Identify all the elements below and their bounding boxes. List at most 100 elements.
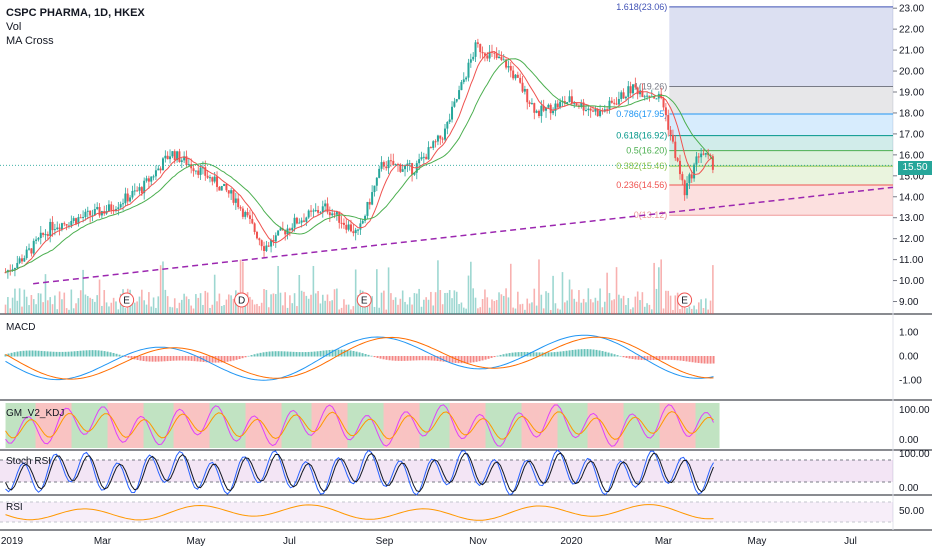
candle-body	[462, 79, 465, 83]
kdj-bg-band	[671, 403, 678, 448]
candle-body	[310, 210, 313, 212]
candle-body	[655, 98, 658, 100]
candle-body	[413, 172, 416, 175]
macd-histogram-bar	[592, 349, 595, 357]
candle-body	[140, 187, 143, 194]
volume-bar	[467, 275, 470, 314]
rsi-label[interactable]: RSI	[6, 502, 23, 513]
volume-bar	[632, 307, 634, 314]
volume-bar	[232, 298, 235, 314]
candle-body	[453, 101, 456, 107]
macd-histogram-bar	[271, 351, 274, 357]
kdj-bg-band	[137, 403, 144, 448]
candle-body	[683, 180, 686, 196]
candle-body	[312, 210, 315, 212]
candle-body	[260, 240, 263, 247]
candle-body	[399, 164, 402, 172]
macd-histogram-bar	[379, 356, 382, 359]
volume-bar	[213, 274, 216, 314]
volume-bar	[535, 305, 538, 314]
candle-body	[204, 167, 207, 176]
volume-bar	[227, 294, 230, 314]
candle-body	[126, 193, 129, 202]
macd-histogram-bar	[400, 356, 403, 361]
macd-histogram-bar	[598, 350, 601, 357]
macd-histogram-bar	[88, 350, 91, 357]
macd-histogram-bar	[583, 349, 586, 357]
macd-histogram-bar	[640, 356, 643, 360]
macd-histogram-bar	[406, 356, 409, 361]
kdj-bg-band	[455, 403, 462, 448]
macd-histogram-bar	[55, 351, 58, 357]
candle-body	[77, 217, 80, 224]
volume-bar	[143, 300, 145, 314]
kdj-bg-band	[563, 403, 570, 448]
candle-body	[401, 169, 404, 172]
macd-histogram-bar	[364, 354, 367, 357]
volume-bar	[317, 291, 319, 314]
volume-bar	[460, 302, 463, 314]
volume-bar	[286, 307, 289, 314]
volume-bar	[265, 289, 268, 314]
volume-bar	[582, 298, 585, 314]
candle-body	[441, 138, 444, 140]
kdj-label[interactable]: GM_V2_KDJ	[6, 408, 65, 419]
symbol-title[interactable]: CSPC PHARMA, 1D, HKEX	[6, 7, 145, 19]
kdj-tick-label: 0.00	[899, 435, 919, 446]
candle-body	[335, 211, 338, 215]
candle-body	[302, 220, 305, 222]
earnings-marker-label: E	[123, 296, 130, 307]
candle-body	[321, 206, 324, 213]
kdj-tick-label: 100.00	[899, 405, 930, 416]
macd-histogram-bar	[208, 356, 211, 363]
volume-bar	[589, 299, 592, 314]
macd-histogram-bar	[94, 350, 97, 357]
candle-body	[49, 221, 52, 236]
price-tick-label: 22.00	[899, 25, 924, 36]
macd-label[interactable]: MACD	[6, 322, 36, 333]
kdj-bg-band	[125, 403, 132, 448]
volume-bar	[329, 301, 331, 314]
kdj-bg-band	[263, 403, 270, 448]
candle-body	[488, 51, 491, 59]
volume-bar	[49, 297, 51, 314]
vol-indicator-label[interactable]: Vol	[6, 21, 22, 33]
ma-cross-indicator-label[interactable]: MA Cross	[6, 35, 54, 47]
macd-tick-label: -1.00	[899, 376, 922, 387]
signal-line	[5, 336, 714, 380]
volume-bar	[611, 300, 613, 314]
volume-bar	[279, 292, 282, 314]
macd-histogram-bar	[169, 356, 172, 361]
candle-body	[166, 155, 169, 160]
candle-body	[620, 92, 623, 100]
candle-body	[371, 192, 374, 205]
volume-bar	[56, 309, 59, 314]
macd-histogram-bar	[610, 353, 613, 357]
candle-body	[648, 95, 651, 98]
candle-body	[44, 234, 47, 236]
volume-bar	[441, 304, 444, 314]
candle-body	[150, 176, 153, 182]
volume-bar	[150, 306, 153, 314]
kdj-bg-band	[377, 403, 384, 448]
macd-histogram-bar	[421, 356, 424, 361]
candle-body	[239, 207, 242, 209]
candle-body	[98, 207, 101, 216]
candle-body	[434, 141, 437, 143]
kdj-bg-band	[503, 403, 510, 448]
candle-body	[79, 217, 82, 219]
kdj-bg-band	[449, 403, 456, 448]
candle-body	[639, 90, 642, 95]
kdj-bg-band	[119, 403, 126, 448]
macd-histogram-bar	[373, 356, 376, 358]
volume-bar	[195, 294, 197, 314]
volume-bar	[491, 299, 493, 314]
volume-bar	[37, 293, 40, 314]
candle-body	[664, 107, 667, 115]
stoch-rsi-label[interactable]: Stoch RSI	[6, 456, 52, 467]
candle-body	[161, 158, 164, 171]
candle-body	[629, 86, 632, 94]
candle-body	[136, 190, 139, 192]
